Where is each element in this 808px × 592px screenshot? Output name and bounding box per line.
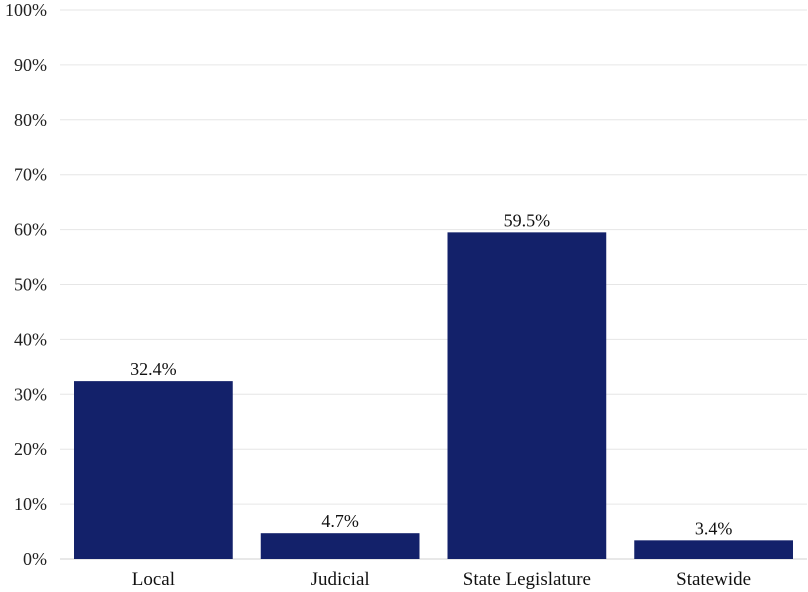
data-label: 32.4% <box>130 359 177 379</box>
y-tick-label: 50% <box>14 275 47 295</box>
bars <box>74 232 793 559</box>
y-tick-label: 70% <box>14 165 47 185</box>
data-label: 3.4% <box>695 518 733 538</box>
y-tick-label: 90% <box>14 55 47 75</box>
y-axis-ticks: 0% 10% 20% 30% 40% 50% 60% 70% 80% 90% 100% <box>5 0 47 569</box>
bar-state-legislature <box>447 232 607 559</box>
bar-judicial <box>260 533 420 559</box>
x-category-label: Judicial <box>311 569 370 590</box>
x-category-label: State Legislature <box>463 569 591 590</box>
y-tick-label: 0% <box>23 549 47 569</box>
x-category-label: Local <box>132 569 175 590</box>
x-axis-categories: Local Judicial State Legislature Statewide <box>132 569 751 590</box>
y-tick-label: 10% <box>14 494 47 514</box>
y-tick-label: 20% <box>14 439 47 459</box>
data-labels: 32.4% 4.7% 59.5% 3.4% <box>130 210 732 538</box>
bar-local <box>74 381 233 559</box>
y-tick-label: 40% <box>14 329 47 349</box>
data-label: 59.5% <box>504 210 551 230</box>
y-tick-label: 30% <box>14 384 47 404</box>
bar-statewide <box>634 540 793 559</box>
x-category-label: Statewide <box>676 569 751 590</box>
y-tick-label: 60% <box>14 220 47 240</box>
y-tick-label: 80% <box>14 110 47 130</box>
data-label: 4.7% <box>321 511 359 531</box>
y-tick-label: 100% <box>5 0 47 20</box>
